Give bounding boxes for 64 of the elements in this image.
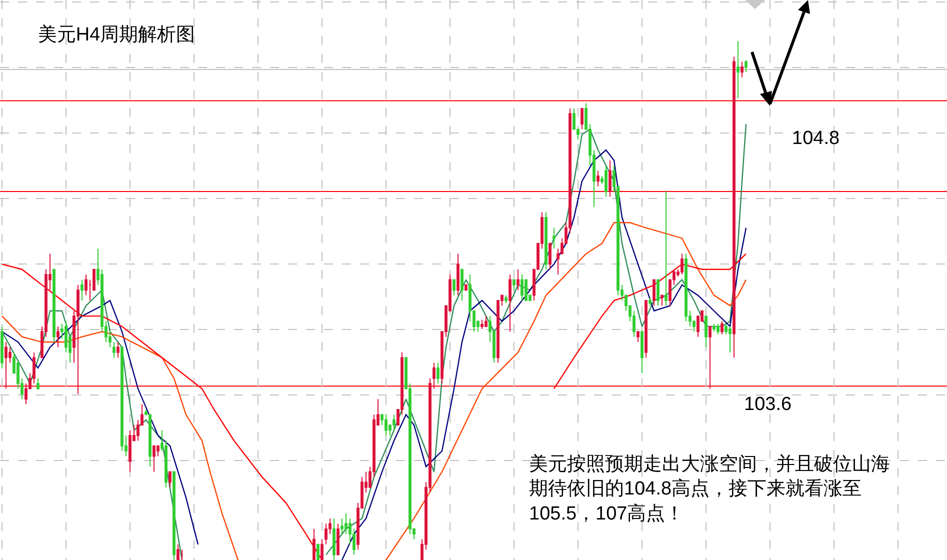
candlestick: [120, 346, 124, 452]
candlestick: [168, 471, 172, 488]
chart-title: 美元H4周期解析图: [38, 23, 196, 46]
candlestick: [728, 326, 732, 353]
candlestick: [716, 323, 720, 335]
annotation: 美元按照预期走出大涨空间，并且破位山海期待依旧的104.8高点，接下来就看涨至105.5，107高点！: [529, 453, 890, 524]
candlestick: [712, 323, 716, 332]
candlestick: [736, 40, 740, 99]
candlestick: [484, 316, 488, 327]
candlestick: [596, 170, 600, 187]
candlestick: [80, 279, 84, 301]
candlestick: [0, 326, 4, 368]
candlestick: [172, 471, 176, 560]
candlestick: [76, 284, 80, 394]
candlestick: [648, 297, 652, 306]
candlestick: [504, 294, 508, 304]
candlestick: [384, 414, 388, 436]
candlestick: [516, 268, 520, 291]
candlestick: [152, 445, 156, 472]
candlestick: [744, 60, 748, 73]
candlestick: [640, 331, 644, 374]
candlestick: [520, 274, 524, 301]
candlestick: [608, 160, 612, 198]
candlestick: [316, 544, 320, 560]
candlestick: [548, 242, 552, 270]
candlestick: [452, 279, 456, 296]
candlestick: [604, 165, 608, 198]
candlestick: [176, 544, 180, 560]
candlestick: [456, 253, 460, 296]
candlestick: [656, 279, 660, 306]
annotation: 103.6: [744, 394, 792, 415]
candlestick: [460, 268, 464, 301]
candlestick: [464, 284, 468, 291]
candlestick: [112, 342, 116, 358]
candlestick: [636, 331, 640, 343]
candlestick: [336, 523, 340, 556]
candlestick: [480, 319, 484, 330]
candlestick: [512, 279, 516, 291]
text: 104.8: [792, 128, 840, 149]
candlestick: [36, 378, 40, 390]
candlestick: [320, 538, 324, 560]
candlestick: [708, 326, 712, 390]
candlestick: [340, 518, 344, 535]
candlestick: [644, 300, 648, 358]
candlestick: [4, 342, 8, 390]
candlestick: [580, 108, 584, 130]
candlestick: [664, 191, 668, 306]
candlestick: [116, 342, 120, 358]
candlestick: [52, 268, 56, 343]
candlestick: [544, 212, 548, 270]
candlestick: [312, 528, 316, 560]
candlestick: [432, 362, 436, 390]
candlestick: [436, 362, 440, 384]
candlestick: [56, 326, 60, 348]
candlestick: [720, 320, 724, 335]
candlestick: [732, 56, 736, 358]
candlestick: [652, 279, 656, 306]
candlestick: [552, 227, 556, 250]
candlestick: [740, 61, 744, 78]
candlestick: [660, 294, 664, 306]
candlestick: [332, 518, 336, 560]
candlestick: [680, 253, 684, 276]
candlestick: [508, 274, 512, 332]
candlestick: [704, 316, 708, 348]
